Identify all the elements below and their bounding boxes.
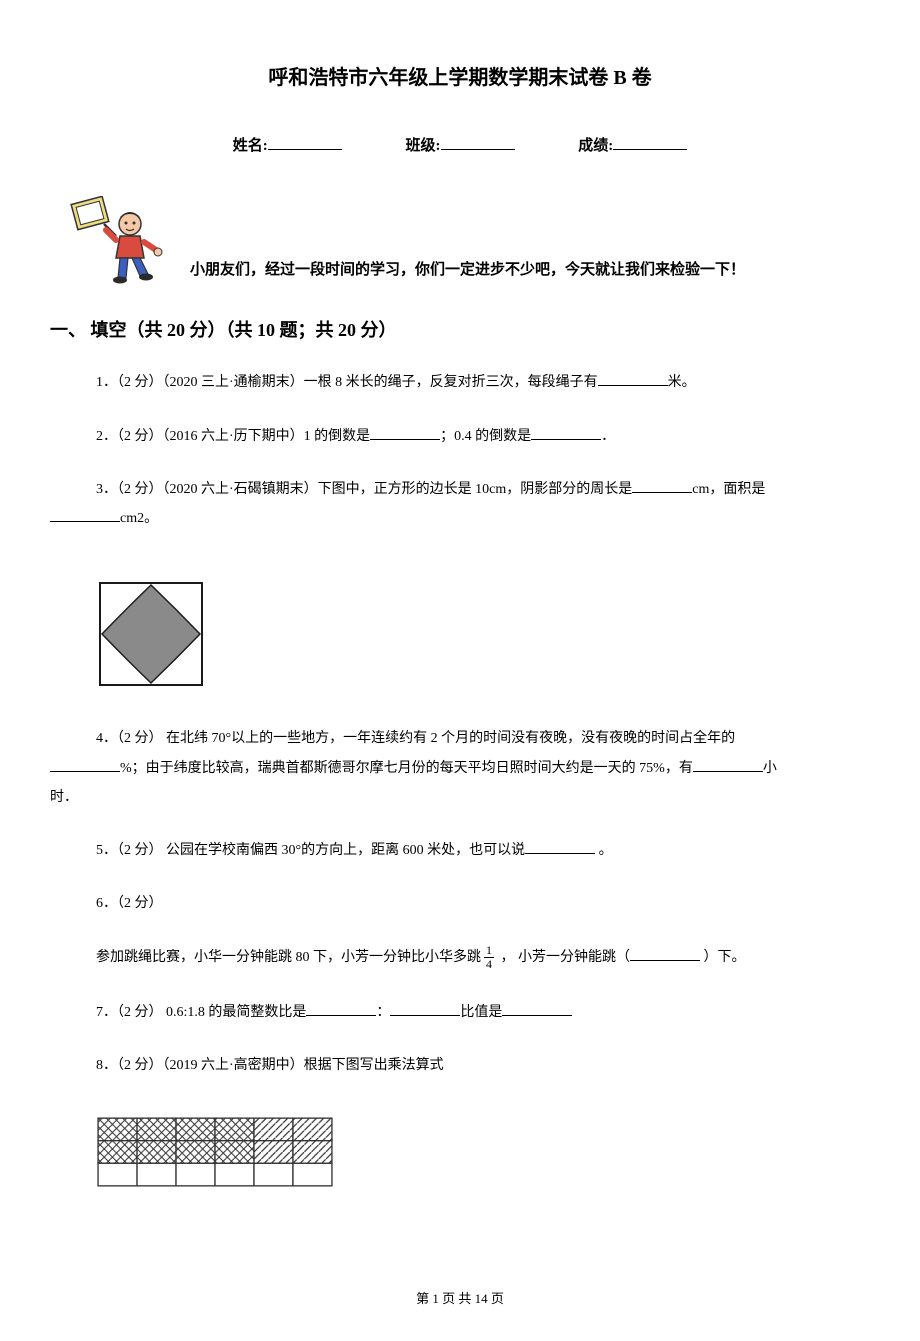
class-label: 班级: [406,138,441,154]
question-3: 3．（2 分）（2020 六上·石碣镇期末）下图中，正方形的边长是 10cm，阴… [50,477,870,502]
question-7: 7．（2 分） 0.6:1.8 的最简整数比是 ： 比值是 [50,1000,870,1025]
q6-suffix: ）下。 [700,950,746,965]
question-5: 5．（2 分） 公园在学校南偏西 30°的方向上，距离 600 米处，也可以说 … [50,838,870,863]
question-8: 8．（2 分）（2019 六上·高密期中）根据下图写出乘法算式 [50,1053,870,1078]
q7-prefix: 7．（2 分） 0.6:1.8 的最简整数比是 [96,1005,306,1020]
q4-l2-suffix: 小 [763,761,777,776]
encourage-row: 小朋友们，经过一段时间的学习，你们一定进步不少吧，今天就让我们来检验一下！ [50,196,870,286]
square-concave-figure [96,579,206,689]
q3-l1-suffix: cm，面积是 [692,482,765,497]
q6-header: 6．（2 分） [96,896,163,911]
q2-prefix: 2．（2 分）（2016 六上·历下期中）1 的倒数是 [96,429,370,444]
q4-l3: 时． [50,790,78,805]
name-blank [268,132,342,150]
name-label: 姓名: [233,138,268,154]
q5-blank [525,840,595,854]
q2-mid: ；0.4 的倒数是 [440,429,531,444]
question-6-header: 6．（2 分） [50,891,870,916]
q5-suffix: 。 [595,843,613,858]
q1-prefix: 1．（2 分）（2020 三上·通榆期末）一根 8 米长的绳子，反复对折三次，每… [96,375,598,390]
q6-prefix: 参加跳绳比赛，小华一分钟能跳 80 下，小芳一分钟比小华多跳 [96,950,481,965]
q6-fraction: 14 [484,944,494,971]
question-3-line2: cm2。 [50,506,870,531]
q6-frac-num: 1 [484,944,494,958]
q4-blank-2 [693,758,763,772]
q8-text: 8．（2 分）（2019 六上·高密期中）根据下图写出乘法算式 [96,1058,444,1073]
section-1-heading: 一、 填空（共 20 分）（共 10 题；共 20 分） [50,314,870,346]
q3-l2-suffix: cm2。 [120,511,158,526]
q5-prefix: 5．（2 分） 公园在学校南偏西 30°的方向上，距离 600 米处，也可以说 [96,843,525,858]
q4-l1: 4．（2 分） 在北纬 70°以上的一些地方，一年连续约有 2 个月的时间没有夜… [96,731,735,746]
q2-blank-2 [531,426,601,440]
question-2: 2．（2 分）（2016 六上·历下期中）1 的倒数是 ；0.4 的倒数是 ． [50,424,870,449]
q6-mid: ， 小芳一分钟能跳（ [497,950,630,965]
q3-blank-2 [50,508,120,522]
grid-figure [96,1116,334,1188]
page-title: 呼和浩特市六年级上学期数学期末试卷 B 卷 [50,60,870,96]
q1-blank [598,372,668,386]
q4-blank-1 [50,758,120,772]
question-1: 1．（2 分）（2020 三上·通榆期末）一根 8 米长的绳子，反复对折三次，每… [50,370,870,395]
q1-suffix: 米。 [668,375,696,390]
score-label: 成绩: [578,138,613,154]
question-6-body: 参加跳绳比赛，小华一分钟能跳 80 下，小芳一分钟比小华多跳14 ， 小芳一分钟… [50,944,870,971]
q3-l1-prefix: 3．（2 分）（2020 六上·石碣镇期末）下图中，正方形的边长是 10cm，阴… [96,482,632,497]
q3-blank-1 [632,479,692,493]
q7-blank-2 [390,1002,460,1016]
score-blank [613,132,687,150]
question-4-line2: %；由于纬度比较高，瑞典首都斯德哥尔摩七月份的每天平均日照时间大约是一天的 75… [50,756,870,781]
q6-blank [630,947,700,961]
q7-blank-1 [306,1002,376,1016]
page-footer: 第 1 页 共 14 页 [50,1287,870,1310]
q4-l2-mid: %；由于纬度比较高，瑞典首都斯德哥尔摩七月份的每天平均日照时间大约是一天的 75… [120,761,693,776]
q7-mid2: 比值是 [460,1005,502,1020]
q2-blank-1 [370,426,440,440]
encourage-text: 小朋友们，经过一段时间的学习，你们一定进步不少吧，今天就让我们来检验一下！ [190,257,745,286]
info-row: 姓名: 班级: 成绩: [50,132,870,160]
question-4: 4．（2 分） 在北纬 70°以上的一些地方，一年连续约有 2 个月的时间没有夜… [50,726,870,751]
q7-mid: ： [376,1005,390,1020]
q7-blank-3 [502,1002,572,1016]
mascot-icon [68,196,178,286]
q2-suffix: ． [601,429,615,444]
class-blank [441,132,515,150]
question-4-line3: 时． [50,785,870,810]
q6-frac-den: 4 [484,958,494,971]
